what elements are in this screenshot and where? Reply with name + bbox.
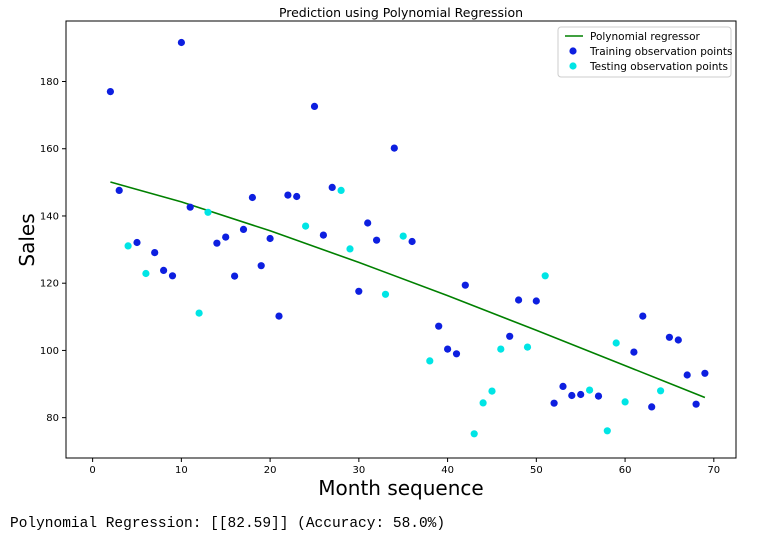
testing-point [381,290,390,298]
training-point [594,392,603,400]
y-tick-label: 180 [40,77,59,88]
x-tick-label: 50 [530,465,543,476]
training-point [515,296,523,304]
testing-point [523,343,532,351]
legend-testing-swatch [569,62,577,70]
x-tick-label: 70 [707,465,720,476]
training-point [674,336,682,344]
training-point [293,192,301,201]
x-tick-label: 60 [619,465,632,476]
testing-point [426,357,434,365]
training-point [133,238,141,247]
training-point [444,345,452,353]
training-point [568,391,576,400]
training-point [115,186,123,194]
x-tick-label: 0 [89,465,95,476]
x-tick-label: 40 [441,465,454,476]
regression-line [110,181,706,399]
chart-legend: Polynomial regressor Training observatio… [557,26,732,78]
y-axis-ticks: 80 100 120 140 160 180 [40,77,66,424]
testing-point [479,399,487,407]
chart-title: Prediction using Polynomial Regression [279,5,523,20]
training-point [284,191,292,199]
training-point [151,249,159,257]
training-point [231,272,239,280]
training-point [506,332,514,340]
y-tick-label: 100 [40,346,59,357]
testing-point [657,387,665,395]
testing-point [488,387,496,395]
model-output-text: Polynomial Regression: [[82.59]] (Accura… [10,516,446,532]
testing-point [621,398,629,406]
testing-point [195,309,203,317]
training-point [239,225,248,233]
training-point [390,144,398,152]
testing-point [612,339,620,347]
testing-point [302,222,310,230]
testing-point [142,269,150,278]
x-axis-label: Month sequence [318,476,483,500]
training-point [275,312,283,320]
training-point [186,203,194,211]
training-point [648,403,656,411]
testing-point [497,345,505,353]
training-point [328,183,336,191]
y-axis-label: Sales [15,213,39,266]
training-point [630,348,638,356]
training-point [559,382,567,390]
testing-point [603,427,611,435]
legend-label-polynomial-regressor: Polynomial regressor [590,31,701,43]
training-point [665,333,674,341]
y-tick-label: 140 [40,211,59,222]
training-point [257,262,265,270]
data-marks [106,38,709,438]
training-point [222,233,230,241]
y-tick-label: 80 [46,413,59,424]
training-point [435,322,443,330]
training-point [639,312,647,320]
training-point [532,297,540,305]
testing-point [541,272,549,280]
legend-box [557,26,732,78]
testing-point [586,386,594,394]
polynomial-regression-chart: Prediction using Polynomial Regression 0… [15,5,737,500]
plot-area [65,20,737,459]
training-point [310,102,319,110]
x-tick-label: 10 [175,465,188,476]
training-point [355,287,363,295]
testing-point [399,232,407,240]
training-point [577,390,585,399]
training-point [692,400,700,408]
y-tick-label: 160 [40,144,59,155]
training-point [266,234,274,243]
x-axis-ticks: 0 10 20 30 40 50 60 70 [89,458,720,476]
training-point [461,281,469,289]
legend-label-training: Training observation points [589,46,732,58]
testing-point [337,186,345,194]
training-point [408,237,416,246]
training-point [160,266,168,274]
x-tick-label: 30 [352,465,365,476]
testing-point [470,430,478,438]
legend-label-testing: Testing observation points [589,61,728,73]
x-tick-label: 20 [264,465,277,476]
testing-point [204,208,212,216]
training-point [213,239,221,247]
training-point [106,88,114,96]
training-point [701,369,709,377]
training-point [550,399,558,407]
training-point [168,272,177,280]
training-point [452,350,461,358]
training-point [373,236,381,244]
training-point [364,219,372,227]
training-point [319,231,327,239]
training-point [248,193,256,202]
training-point [683,371,691,379]
training-point [177,38,185,47]
y-tick-label: 120 [40,279,59,290]
legend-training-swatch [569,47,577,55]
testing-point [346,245,354,253]
testing-point [124,242,132,250]
